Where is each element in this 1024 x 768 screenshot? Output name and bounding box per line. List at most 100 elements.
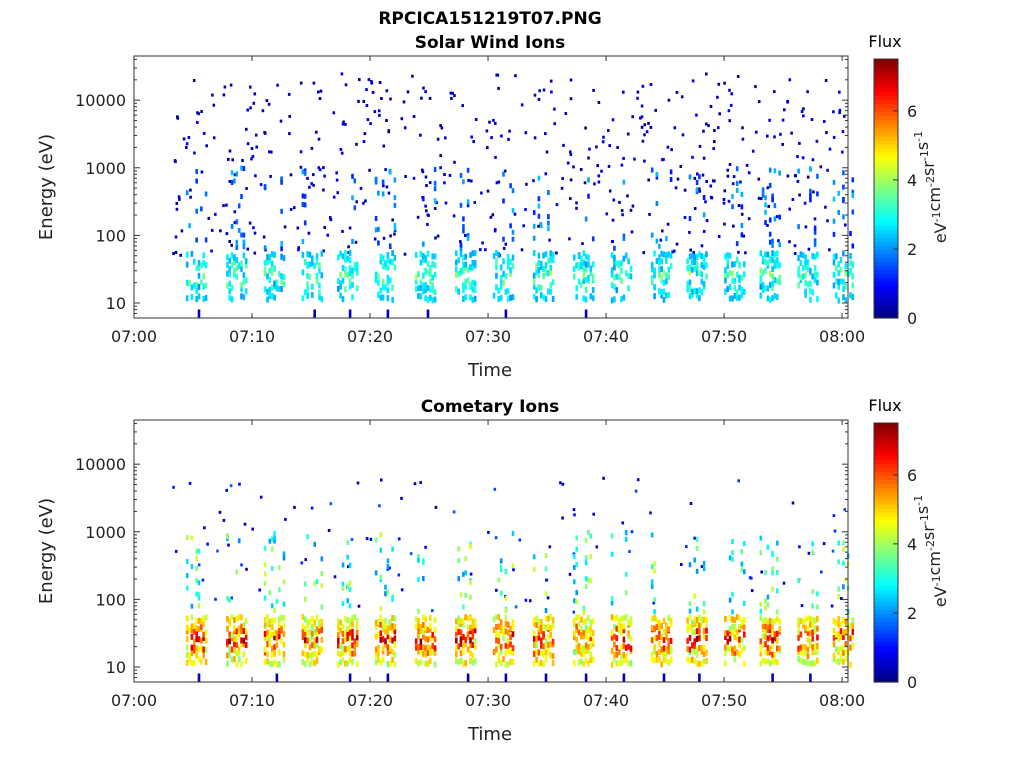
heatmap-cell <box>471 260 475 266</box>
heatmap-cell <box>591 637 595 644</box>
x-tick-label: 07:30 <box>465 691 511 710</box>
heatmap-cell <box>683 188 687 192</box>
heatmap-cell <box>591 277 595 284</box>
heatmap-cell <box>189 188 192 192</box>
heatmap-cell <box>627 258 630 265</box>
heatmap-cell <box>190 564 194 570</box>
heatmap-cell <box>341 581 345 587</box>
heatmap-cell <box>414 274 418 281</box>
heatmap-cell <box>542 273 545 279</box>
colorbar-segment <box>874 297 898 303</box>
colorbar-segment <box>874 499 898 505</box>
heatmap-cell <box>185 644 189 651</box>
colorbar-segment <box>874 495 898 501</box>
heatmap-cell <box>673 249 676 253</box>
heatmap-cell <box>832 514 836 518</box>
colorbar-segment <box>874 188 898 194</box>
heatmap-cell <box>806 90 809 94</box>
heatmap-cell <box>698 628 701 635</box>
heatmap-cell <box>353 262 357 269</box>
heatmap-cell <box>591 618 595 625</box>
heatmap-cell <box>540 628 543 635</box>
heatmap-cell <box>575 561 578 567</box>
heatmap-cell <box>433 271 437 278</box>
heatmap-cell <box>212 136 216 140</box>
heatmap-cell <box>462 254 465 261</box>
heatmap-cell <box>849 635 852 642</box>
heatmap-cell <box>838 90 841 94</box>
heatmap-cell <box>195 178 198 184</box>
heatmap-cell <box>365 104 369 107</box>
heatmap-cell <box>584 584 588 590</box>
heatmap-cell <box>242 622 246 629</box>
heatmap-cell <box>381 623 385 630</box>
heatmap-cell <box>506 288 510 295</box>
heatmap-cell <box>773 658 777 665</box>
heatmap-cell <box>233 221 237 224</box>
heatmap-cell <box>627 132 630 136</box>
heatmap-cell <box>346 635 349 642</box>
heatmap-cell <box>733 633 737 640</box>
heatmap-cell <box>811 649 814 656</box>
heatmap-cell <box>242 239 246 245</box>
heatmap-cell <box>301 614 305 620</box>
heatmap-cell <box>842 633 845 640</box>
heatmap-cell <box>355 629 359 636</box>
heatmap-cell <box>469 544 472 550</box>
colorbar-segment <box>874 463 898 469</box>
heatmap-cell <box>388 566 391 570</box>
heatmap-cell <box>540 260 543 267</box>
heatmap-cell <box>275 635 279 642</box>
y-tick-label: 1000 <box>85 159 126 178</box>
heatmap-cell <box>532 554 536 560</box>
heatmap-cell <box>233 178 236 184</box>
heatmap-cell <box>417 608 420 614</box>
heatmap-cell <box>560 186 564 190</box>
heatmap-cell <box>735 294 739 301</box>
heatmap-cell <box>587 644 590 650</box>
heatmap-cell <box>813 253 817 260</box>
heatmap-cell <box>229 83 233 87</box>
heatmap-cell <box>577 642 581 649</box>
heatmap-cell <box>665 292 668 299</box>
heatmap-cell <box>700 620 704 627</box>
heatmap-cell <box>391 597 394 602</box>
heatmap-cell <box>494 155 497 159</box>
heatmap-cell <box>693 629 696 636</box>
heatmap-cell <box>469 650 472 657</box>
heatmap-cell <box>504 621 508 628</box>
heatmap-cell <box>610 533 614 539</box>
heatmap-cell <box>341 630 345 637</box>
heatmap-cell <box>464 253 467 260</box>
heatmap-cell <box>851 633 855 640</box>
heatmap-cell <box>228 180 232 183</box>
heatmap-cell <box>346 540 349 545</box>
heatmap-cell <box>426 250 430 257</box>
colorbar-segment <box>874 451 898 456</box>
heatmap-cell <box>568 237 571 241</box>
heatmap-cell <box>370 81 374 85</box>
colorbar-segment <box>874 313 898 319</box>
heatmap-cell <box>662 296 666 303</box>
heatmap-cell <box>419 644 423 650</box>
heatmap-cell <box>655 624 659 631</box>
heatmap-cell <box>766 285 770 292</box>
heatmap-cell <box>588 147 591 151</box>
heatmap-cell <box>319 89 323 93</box>
heatmap-cell <box>813 225 817 231</box>
heatmap-cell <box>497 180 501 184</box>
heatmap-cell <box>240 628 243 634</box>
heatmap-cell <box>212 103 216 107</box>
heatmap-cell <box>431 643 434 649</box>
heatmap-cell <box>462 216 465 222</box>
heatmap-cell <box>511 236 515 242</box>
heatmap-cell <box>206 542 209 546</box>
heatmap-cell <box>662 645 666 652</box>
heatmap-cell <box>622 179 626 185</box>
heatmap-cell <box>473 617 477 624</box>
heatmap-cell <box>311 642 314 649</box>
heatmap-cell <box>226 595 229 601</box>
heatmap-cell <box>318 282 321 289</box>
heatmap-cell <box>268 267 272 274</box>
heatmap-cell <box>820 570 823 574</box>
